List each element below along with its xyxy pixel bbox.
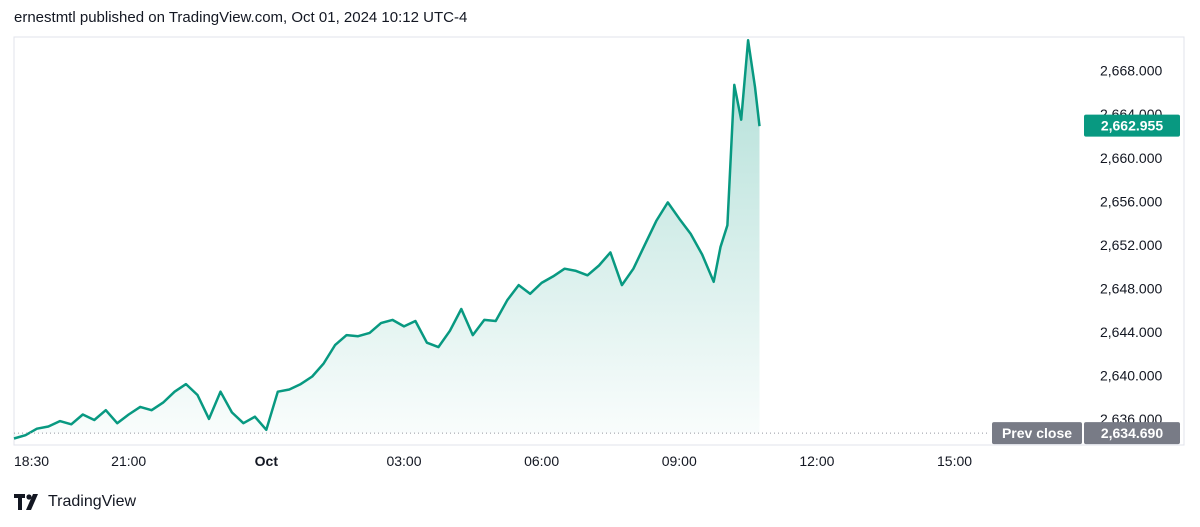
prev-close-caption: Prev close [1002, 425, 1072, 441]
x-tick-label: 06:00 [524, 453, 559, 469]
y-tick-label: 2,652.000 [1100, 237, 1162, 253]
y-tick-label: 2,660.000 [1100, 150, 1162, 166]
prev-close-label: 2,634.690 [1101, 425, 1163, 441]
x-tick-label: 21:00 [111, 453, 146, 469]
price-line [13, 39, 761, 440]
y-tick-label: 2,640.000 [1100, 367, 1162, 383]
x-tick-label: 12:00 [799, 453, 834, 469]
prev-close-caption-badge [992, 422, 1082, 445]
publish-info: ernestmtl published on TradingView.com, … [14, 9, 468, 26]
x-tick-label: 03:00 [386, 453, 421, 469]
y-tick-label: 2,644.000 [1100, 324, 1162, 340]
last-price-label: 2,662.955 [1101, 118, 1163, 134]
x-tick-label: 15:00 [937, 453, 972, 469]
tradingview-footer: TradingView [14, 493, 136, 511]
x-tick-label: Oct [255, 453, 279, 469]
tradingview-brand: TradingView [48, 493, 137, 510]
x-tick-label: 09:00 [662, 453, 697, 469]
y-tick-label: 2,648.000 [1100, 280, 1162, 296]
y-tick-label: 2,668.000 [1100, 63, 1162, 79]
last-price-badge [1084, 114, 1180, 137]
prev-close-badge [1084, 422, 1180, 445]
x-tick-label: 18:30 [14, 453, 49, 469]
y-tick-label: 2,656.000 [1100, 193, 1162, 209]
tradingview-logo-icon [14, 494, 38, 510]
price-area-fill [14, 40, 760, 439]
